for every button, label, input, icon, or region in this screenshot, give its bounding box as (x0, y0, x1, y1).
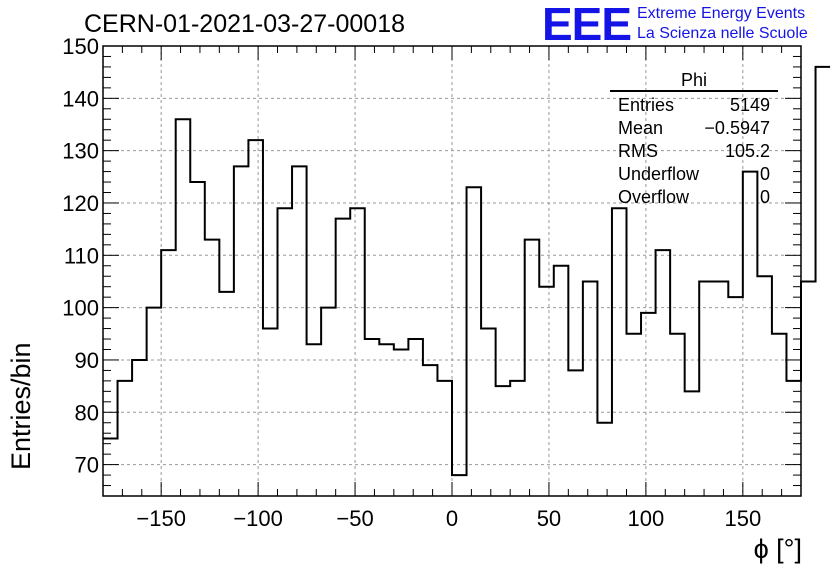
stats-label: RMS (618, 141, 658, 161)
y-tick-label: 100 (62, 296, 99, 321)
x-tick-label: 150 (724, 506, 761, 531)
y-tick-label: 110 (64, 243, 99, 268)
x-tick-label: 50 (537, 506, 561, 531)
logo-caption: Extreme Energy Events La Scienza nelle S… (637, 4, 808, 44)
stats-row-mean: Mean −0.5947 (610, 117, 778, 140)
stats-row-underflow: Underflow 0 (610, 163, 778, 186)
stats-row-entries: Entries 5149 (610, 94, 778, 117)
x-axis: −150 −100 −50 0 50 100 150 (102, 46, 802, 531)
x-axis-label: ϕ [°] (753, 534, 802, 564)
stats-value: 105.2 (724, 141, 770, 161)
stats-label: Entries (618, 95, 675, 115)
y-tick-label: 70 (75, 453, 99, 478)
y-tick-label: 80 (75, 400, 99, 425)
y-tick-label: 120 (62, 191, 99, 216)
y-tick-label: 140 (62, 86, 99, 111)
run-title: CERN-01-2021-03-27-00018 (84, 10, 406, 38)
stats-row-rms: RMS 105.2 (610, 140, 778, 163)
x-tick-label: −100 (233, 506, 283, 531)
logo-line-1: Extreme Energy Events (637, 5, 806, 22)
stats-box: Phi Entries 5149 Mean −0.5947 RMS 105.2 … (610, 70, 778, 209)
stats-value: 0 (759, 164, 770, 184)
x-tick-label: −150 (136, 506, 186, 531)
y-tick-label: 130 (62, 139, 99, 164)
y-tick-label: 90 (75, 348, 99, 373)
y-tick-label: 150 (62, 34, 99, 59)
stats-label: Underflow (618, 164, 700, 184)
y-axis: 70 80 90 100 110 120 130 140 150 (62, 34, 801, 497)
stats-title: Phi (610, 70, 778, 92)
eee-logo: EEE (542, 0, 632, 50)
stats-label: Mean (618, 118, 664, 138)
stats-label: Overflow (618, 187, 690, 207)
stats-value: −0.5947 (704, 118, 770, 138)
stats-row-overflow: Overflow 0 (610, 186, 778, 209)
y-axis-label: Entries/bin (6, 342, 36, 470)
x-tick-label: 100 (628, 506, 665, 531)
logo-line-2: La Scienza nelle Scuole (637, 25, 808, 42)
stats-value: 0 (759, 187, 770, 207)
stats-value: 5149 (729, 95, 770, 115)
histogram-series (103, 65, 831, 477)
x-tick-label: 0 (446, 506, 458, 531)
x-tick-label: −50 (336, 506, 373, 531)
